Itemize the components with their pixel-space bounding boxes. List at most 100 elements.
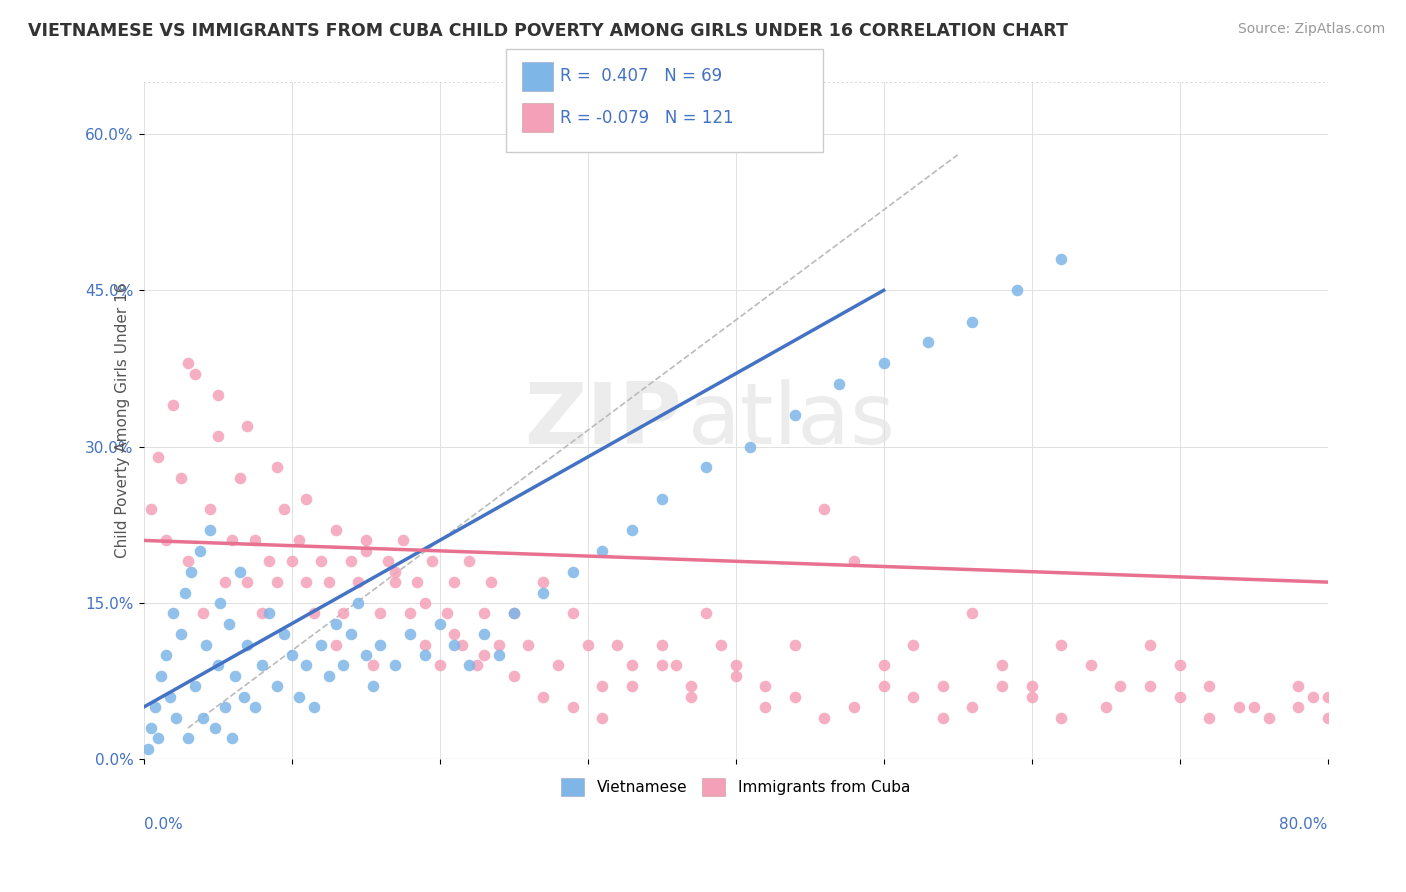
Point: [443, 638, 465, 652]
Point: [681, 679, 703, 693]
Point: [224, 669, 246, 683]
Legend: Vietnamese, Immigrants from Cuba: Vietnamese, Immigrants from Cuba: [555, 772, 917, 803]
Point: [384, 658, 406, 673]
Point: [443, 575, 465, 590]
Text: R =  0.407   N = 69: R = 0.407 N = 69: [560, 67, 721, 85]
Point: [361, 679, 384, 693]
Point: [420, 554, 443, 568]
Point: [243, 700, 266, 714]
Point: [1050, 252, 1073, 266]
Point: [1227, 700, 1250, 714]
Point: [436, 607, 458, 621]
Point: [236, 575, 259, 590]
Point: [165, 710, 187, 724]
Point: [295, 575, 318, 590]
Point: [465, 658, 488, 673]
Point: [155, 648, 177, 662]
Point: [531, 690, 554, 704]
Point: [250, 658, 273, 673]
Point: [280, 648, 302, 662]
Point: [148, 731, 170, 746]
Point: [177, 356, 200, 370]
Point: [1094, 700, 1116, 714]
Point: [191, 710, 214, 724]
Point: [399, 607, 422, 621]
Point: [932, 679, 955, 693]
Point: [991, 658, 1014, 673]
Point: [354, 533, 377, 548]
Point: [754, 700, 776, 714]
Point: [250, 607, 273, 621]
Point: [159, 690, 181, 704]
Point: [651, 491, 673, 506]
Point: [606, 638, 628, 652]
Point: [1139, 638, 1161, 652]
Point: [243, 533, 266, 548]
Point: [391, 533, 413, 548]
Point: [1021, 690, 1043, 704]
Point: [354, 544, 377, 558]
Point: [177, 731, 200, 746]
Point: [450, 638, 472, 652]
Point: [502, 607, 524, 621]
Point: [962, 700, 984, 714]
Point: [740, 440, 762, 454]
Point: [302, 607, 325, 621]
Point: [724, 669, 747, 683]
Point: [517, 638, 540, 652]
Point: [561, 607, 583, 621]
Point: [295, 658, 318, 673]
Point: [150, 669, 173, 683]
Point: [1080, 658, 1102, 673]
Point: [472, 607, 495, 621]
Point: [1139, 679, 1161, 693]
Point: [681, 690, 703, 704]
Point: [872, 658, 894, 673]
Point: [370, 638, 392, 652]
Point: [325, 638, 347, 652]
Point: [842, 554, 865, 568]
Point: [259, 554, 281, 568]
Point: [783, 409, 806, 423]
Point: [413, 596, 436, 610]
Point: [813, 710, 835, 724]
Point: [1286, 700, 1309, 714]
Point: [1198, 710, 1220, 724]
Point: [184, 367, 207, 381]
Point: [332, 607, 354, 621]
Point: [309, 554, 332, 568]
Point: [273, 502, 295, 516]
Point: [903, 690, 925, 704]
Point: [576, 638, 599, 652]
Point: [302, 700, 325, 714]
Point: [429, 658, 451, 673]
Point: [903, 638, 925, 652]
Point: [259, 607, 281, 621]
Point: [169, 471, 191, 485]
Text: ZIP: ZIP: [524, 379, 682, 462]
Point: [621, 523, 644, 537]
Point: [872, 356, 894, 370]
Point: [413, 648, 436, 662]
Point: [214, 700, 236, 714]
Point: [377, 554, 399, 568]
Point: [962, 315, 984, 329]
Point: [194, 638, 217, 652]
Point: [354, 648, 377, 662]
Point: [813, 502, 835, 516]
Point: [842, 700, 865, 714]
Point: [1243, 700, 1265, 714]
Point: [488, 638, 510, 652]
Point: [207, 658, 229, 673]
Point: [531, 585, 554, 599]
Point: [204, 721, 226, 735]
Point: [273, 627, 295, 641]
Point: [339, 627, 361, 641]
Point: [502, 669, 524, 683]
Point: [472, 627, 495, 641]
Point: [591, 544, 613, 558]
Point: [1198, 679, 1220, 693]
Point: [1286, 679, 1309, 693]
Point: [207, 387, 229, 401]
Point: [288, 533, 311, 548]
